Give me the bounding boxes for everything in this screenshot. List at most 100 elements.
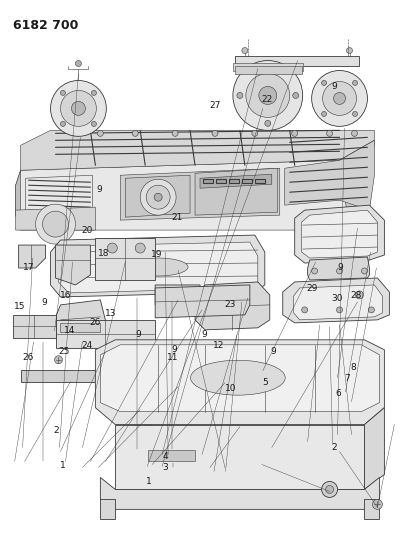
Polygon shape xyxy=(115,400,165,415)
Circle shape xyxy=(346,47,352,53)
Text: 1: 1 xyxy=(60,462,65,470)
Text: 12: 12 xyxy=(213,341,224,350)
Circle shape xyxy=(172,131,178,136)
Text: 13: 13 xyxy=(105,309,116,318)
Polygon shape xyxy=(55,320,155,348)
Text: 14: 14 xyxy=(64,326,75,335)
Circle shape xyxy=(132,131,138,136)
Circle shape xyxy=(236,92,242,99)
Polygon shape xyxy=(13,315,55,338)
Polygon shape xyxy=(294,205,384,263)
Circle shape xyxy=(211,131,218,136)
Polygon shape xyxy=(20,370,120,382)
Text: 23: 23 xyxy=(224,300,236,309)
Text: 4: 4 xyxy=(162,453,167,462)
Circle shape xyxy=(336,268,342,274)
Circle shape xyxy=(292,92,298,99)
Circle shape xyxy=(368,307,373,313)
Polygon shape xyxy=(364,408,384,489)
Text: 8: 8 xyxy=(349,363,355,372)
Text: 18: 18 xyxy=(98,249,109,258)
Text: 9: 9 xyxy=(41,298,47,307)
Text: 28: 28 xyxy=(349,291,361,300)
Polygon shape xyxy=(155,285,200,305)
Circle shape xyxy=(232,61,302,131)
Polygon shape xyxy=(254,179,264,183)
Text: 2: 2 xyxy=(54,426,59,435)
Polygon shape xyxy=(202,179,212,183)
Circle shape xyxy=(71,101,85,116)
Polygon shape xyxy=(95,238,155,280)
Polygon shape xyxy=(140,372,214,390)
Ellipse shape xyxy=(128,258,188,276)
Polygon shape xyxy=(148,449,195,462)
Circle shape xyxy=(361,268,366,274)
Text: 6: 6 xyxy=(335,389,341,398)
Polygon shape xyxy=(284,140,373,210)
Polygon shape xyxy=(20,131,373,170)
Circle shape xyxy=(352,80,357,85)
Circle shape xyxy=(333,92,345,104)
Circle shape xyxy=(97,131,103,136)
Polygon shape xyxy=(18,245,45,268)
Text: 11: 11 xyxy=(167,353,178,362)
Text: 9: 9 xyxy=(331,82,337,91)
Circle shape xyxy=(60,122,65,126)
Polygon shape xyxy=(293,285,382,320)
Circle shape xyxy=(91,91,96,95)
Circle shape xyxy=(36,204,75,244)
Circle shape xyxy=(61,91,96,126)
Text: 9: 9 xyxy=(135,330,141,339)
Circle shape xyxy=(140,179,176,215)
Polygon shape xyxy=(234,55,359,66)
Circle shape xyxy=(326,131,332,136)
Polygon shape xyxy=(364,499,378,519)
Text: 20: 20 xyxy=(81,226,93,235)
Polygon shape xyxy=(100,478,378,510)
Polygon shape xyxy=(100,499,115,519)
Polygon shape xyxy=(61,323,100,332)
Text: 5: 5 xyxy=(262,378,267,387)
Text: 22: 22 xyxy=(261,94,272,103)
Text: 9: 9 xyxy=(337,263,343,272)
Circle shape xyxy=(144,424,152,432)
Circle shape xyxy=(325,486,333,494)
Circle shape xyxy=(43,211,68,237)
Text: 24: 24 xyxy=(81,341,92,350)
Text: 27: 27 xyxy=(209,101,220,110)
Polygon shape xyxy=(234,66,301,74)
Text: 30: 30 xyxy=(330,294,342,303)
Circle shape xyxy=(107,243,117,253)
Circle shape xyxy=(135,243,145,253)
Text: 3: 3 xyxy=(162,463,167,472)
Circle shape xyxy=(264,64,270,70)
Circle shape xyxy=(154,193,162,201)
Polygon shape xyxy=(307,257,369,280)
Polygon shape xyxy=(301,210,377,258)
Text: 2: 2 xyxy=(331,443,337,452)
Text: 16: 16 xyxy=(60,291,71,300)
Polygon shape xyxy=(55,245,90,285)
Polygon shape xyxy=(282,278,389,323)
Text: 26: 26 xyxy=(90,318,101,327)
Circle shape xyxy=(146,185,170,209)
Text: 25: 25 xyxy=(58,347,70,356)
Circle shape xyxy=(301,307,307,313)
Polygon shape xyxy=(100,345,378,411)
Polygon shape xyxy=(216,179,225,183)
Circle shape xyxy=(352,111,357,116)
Circle shape xyxy=(91,122,96,126)
Text: 29: 29 xyxy=(306,284,317,293)
Circle shape xyxy=(60,91,65,95)
Polygon shape xyxy=(232,62,302,70)
Text: 26: 26 xyxy=(22,353,33,362)
Text: 19: 19 xyxy=(151,251,162,260)
Text: 21: 21 xyxy=(171,213,182,222)
Circle shape xyxy=(245,74,289,117)
Circle shape xyxy=(75,61,81,67)
Polygon shape xyxy=(58,242,257,293)
Polygon shape xyxy=(241,179,251,183)
Polygon shape xyxy=(228,179,238,183)
Circle shape xyxy=(264,120,270,126)
Text: 9: 9 xyxy=(171,345,177,354)
